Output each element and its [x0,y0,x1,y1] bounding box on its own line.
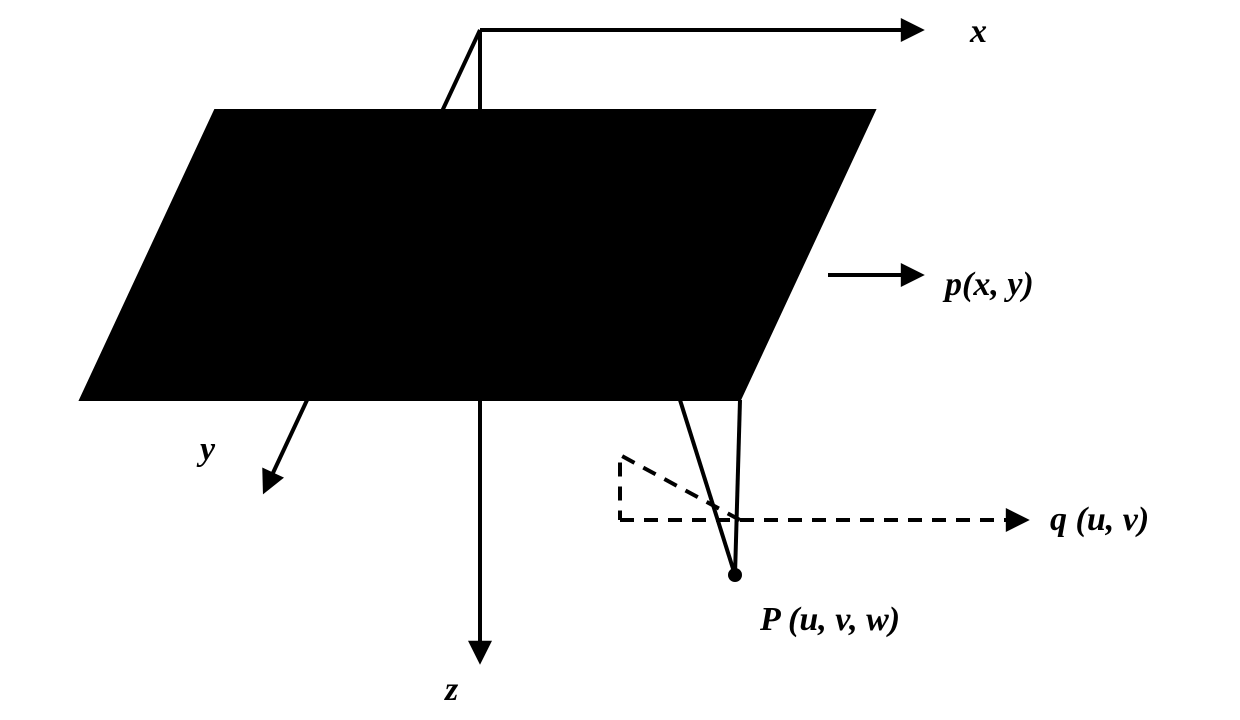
label-x: x [969,13,987,50]
point-p [728,568,742,582]
label-p-xy: p(x, y) [942,266,1034,303]
label-q-uv: q (u, v) [1050,501,1149,538]
image-plane [80,110,875,400]
label-point-p-uvw: P (u, v, w) [759,601,900,638]
label-z: z [444,671,459,708]
